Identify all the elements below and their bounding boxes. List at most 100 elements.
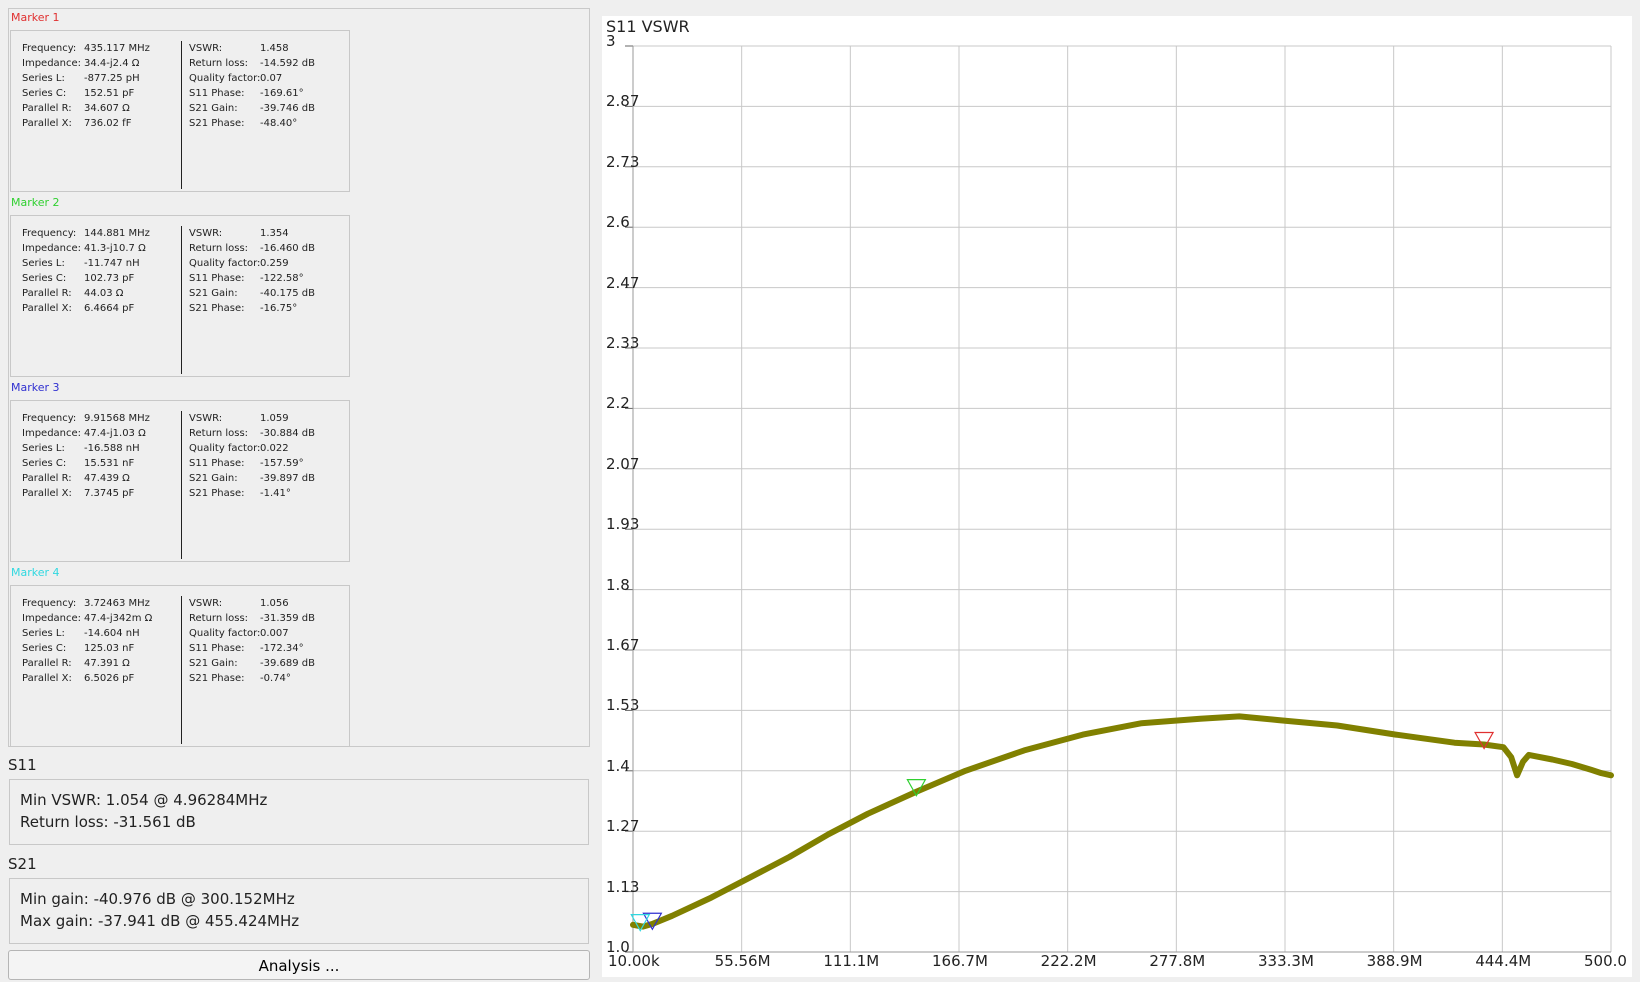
chart-canvas: [625, 45, 1614, 953]
marker-1-readout: Frequency: 435.117 MHz Impedance: 34.4-j2.4…: [10, 30, 350, 192]
marker-field-value: -877.25 pH: [84, 73, 140, 84]
marker-field-label: Frequency:: [22, 598, 77, 609]
marker-field-label: Parallel R:: [22, 473, 72, 484]
vswr-data-point: [1501, 745, 1505, 749]
marker-field-label: S21 Phase:: [189, 118, 245, 129]
vswr-series-line: [630, 713, 1614, 930]
marker-field-value: -169.61°: [260, 88, 304, 99]
s11-min-vswr: Min VSWR: 1.054 @ 4.96284MHz: [20, 791, 268, 809]
marker-field-label: S11 Phase:: [189, 643, 245, 654]
marker-field-value: -157.59°: [260, 458, 304, 469]
marker-field-value: 736.02 fF: [84, 118, 132, 129]
marker-field-label: Frequency:: [22, 413, 77, 424]
x-tick-label: 166.7M: [932, 952, 988, 970]
x-tick-label: 222.2M: [1040, 952, 1097, 970]
y-tick-label: 1.93: [606, 515, 640, 534]
vswr-data-point: [1509, 755, 1513, 759]
marker-field-label: S21 Gain:: [189, 658, 238, 669]
marker-field-label: Series C:: [22, 273, 67, 284]
vswr-data-point: [709, 896, 713, 900]
marker-field-label: Series C:: [22, 643, 67, 654]
marker-field-label: S11 Phase:: [189, 273, 245, 284]
marker-field-label: Parallel X:: [22, 118, 72, 129]
y-tick-label: 3: [606, 32, 616, 50]
marker-field-label: S11 Phase:: [189, 458, 245, 469]
y-tick-label: 2.2: [606, 394, 630, 413]
marker-field-label: Frequency:: [22, 228, 77, 239]
y-tick-label: 1.27: [606, 817, 640, 836]
vswr-data-point: [1515, 773, 1519, 777]
marker-field-value: -122.58°: [260, 273, 304, 284]
vswr-chart: S11 VSWR 3 2.87 2.73 2.6 2.47 2.33 2.2 2.07 1.93…: [602, 16, 1632, 977]
marker-2-readout: Frequency: 144.881 MHz Impedance: 41.3-j10.…: [10, 215, 350, 377]
vswr-data-point: [1276, 718, 1280, 722]
analysis-button[interactable]: Analysis ...: [8, 950, 590, 980]
marker-field-label: Frequency:: [22, 43, 77, 54]
vswr-data-point: [1081, 733, 1085, 737]
marker-field-value: 102.73 pF: [84, 273, 135, 284]
vswr-data-point: [1521, 760, 1525, 764]
vswr-data-point: [1335, 724, 1339, 727]
vswr-data-point: [1527, 753, 1531, 757]
marker-field-label: Quality factor:: [189, 258, 261, 269]
marker-field-label: S21 Phase:: [189, 488, 245, 499]
marker-field-label: Parallel R:: [22, 103, 72, 114]
marker-field-value: 3.72463 MHz: [84, 598, 150, 609]
marker-4-triangle: [630, 914, 651, 932]
marker-panel: Marker 1 Frequency: 435.117 MHz Impedance: 3…: [8, 8, 590, 747]
marker-field-label: Series L:: [22, 73, 65, 84]
vswr-data-point: [915, 790, 919, 794]
s11-return-loss: Return loss: -31.561 dB: [20, 813, 196, 831]
marker-field-label: Series L:: [22, 443, 65, 454]
marker-field-label: Quality factor:: [189, 73, 261, 84]
marker-field-value: -40.175 dB: [260, 288, 315, 299]
vswr-data-point: [748, 875, 752, 879]
marker-field-value: -1.41°: [260, 488, 291, 499]
s21-min-gain: Min gain: -40.976 dB @ 300.152MHz: [20, 890, 295, 908]
marker-field-label: Series C:: [22, 458, 67, 469]
marker-2-title: Marker 2: [11, 196, 60, 209]
x-tick-label: 388.9M: [1366, 952, 1423, 970]
marker-field-value: -48.40°: [260, 118, 298, 129]
marker-1-title: Marker 1: [11, 11, 60, 24]
marker-field-label: Impedance:: [22, 58, 82, 69]
s21-section-title: S21: [8, 855, 37, 873]
marker-field-value: -39.897 dB: [260, 473, 315, 484]
marker-field-label: S21 Phase:: [189, 673, 245, 684]
marker-field-label: Parallel X:: [22, 673, 72, 684]
marker-field-label: Parallel X:: [22, 303, 72, 314]
marker-field-value: 152.51 pF: [84, 88, 135, 99]
marker-field-label: Quality factor:: [189, 443, 261, 454]
vswr-data-point: [1482, 743, 1486, 747]
marker-field-value: -39.689 dB: [260, 658, 315, 669]
marker-field-label: VSWR:: [189, 228, 223, 239]
marker-field-label: Series L:: [22, 258, 65, 269]
marker-1-triangle: [1474, 731, 1495, 750]
x-tick-label: 444.4M: [1475, 952, 1532, 970]
y-tick-label: 2.47: [606, 273, 640, 292]
vswr-data-point: [1237, 714, 1241, 718]
y-tick-label: 2.33: [606, 334, 640, 352]
vswr-data-point: [651, 922, 655, 926]
marker-field-value: 125.03 nF: [84, 643, 135, 654]
y-tick-label: 1.0: [606, 938, 630, 956]
y-tick-label: 2.73: [606, 152, 640, 171]
marker-field-value: 1.059: [260, 413, 289, 424]
marker-field-value: 34.4-j2.4 Ω: [84, 58, 140, 69]
marker-field-value: -14.604 nH: [84, 628, 140, 639]
marker-field-label: Series L:: [22, 628, 65, 639]
s21-max-gain: Max gain: -37.941 dB @ 455.424MHz: [20, 912, 300, 930]
vswr-data-point: [1550, 757, 1554, 761]
y-tick-label: 1.53: [606, 696, 640, 715]
marker-field-value: -39.746 dB: [260, 103, 315, 114]
marker-divider: [181, 41, 182, 189]
marker-field-value: 1.056: [260, 598, 289, 609]
s11-section-title: S11: [8, 756, 37, 774]
marker-field-label: Return loss:: [189, 58, 249, 69]
x-tick-label: 277.8M: [1149, 952, 1206, 970]
y-tick-label: 2.6: [606, 213, 630, 232]
marker-field-label: Quality factor:: [189, 628, 261, 639]
marker-field-value: 41.3-j10.7 Ω: [84, 243, 146, 254]
vswr-data-point: [866, 812, 870, 816]
marker-field-value: 1.458: [260, 43, 289, 54]
